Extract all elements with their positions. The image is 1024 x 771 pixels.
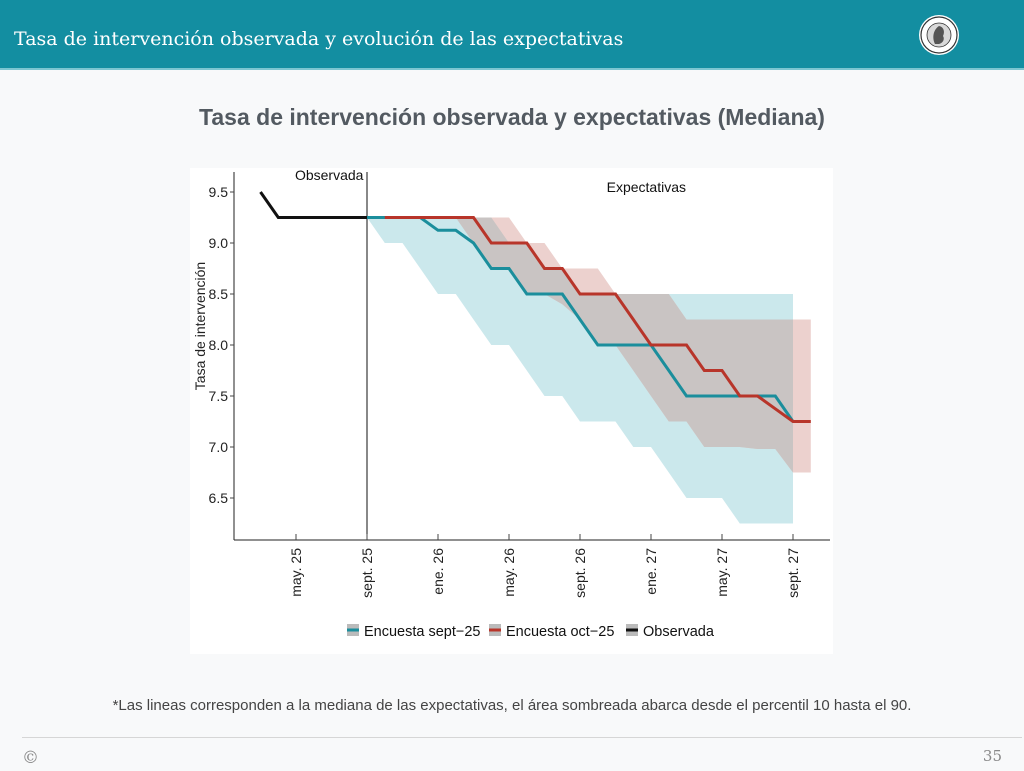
x-tick-label: sept. 26 [572, 548, 588, 598]
x-tick-label: may. 25 [288, 548, 304, 597]
legend-label: Observada [643, 624, 715, 640]
page-number: 35 [982, 747, 1002, 765]
x-tick-label: may. 26 [501, 548, 517, 597]
expectations-chart: 6.5 7.0 7.5 8.0 8.5 9.0 9.5 Tasa de intervenció… [192, 167, 830, 640]
annotation-observada: Observada [295, 168, 364, 183]
banco-de-la-republica-seal-icon [919, 15, 959, 55]
band-encuesta-sept-25 [367, 217, 793, 524]
y-tick-label: 9.5 [209, 184, 229, 200]
y-tick-label: 7.0 [209, 439, 229, 455]
legend-label: Encuesta oct−25 [506, 624, 614, 640]
y-axis-label: Tasa de intervención [192, 262, 208, 390]
y-tick-label: 8.0 [209, 337, 229, 353]
line-encuesta-sept-25 [367, 216, 795, 423]
header-bar: Tasa de intervención observada y evoluci… [0, 0, 1024, 70]
y-tick-label: 6.5 [209, 490, 229, 506]
legend-label: Encuesta sept−25 [364, 624, 481, 640]
x-tick-label: ene. 26 [430, 548, 446, 595]
header-title: Tasa de intervención observada y evoluci… [14, 28, 624, 50]
annotation-expectativas: Expectativas [607, 179, 686, 195]
y-tick-label: 7.5 [209, 388, 229, 404]
y-tick-label: 8.5 [209, 286, 229, 302]
line-observada [259, 191, 367, 219]
chart-container: 6.5 7.0 7.5 8.0 8.5 9.0 9.5 Tasa de intervenció… [190, 167, 833, 654]
y-tick-label: 9.0 [209, 235, 229, 251]
x-tick-label: sept. 25 [359, 548, 375, 598]
x-tick-label: sept. 27 [785, 548, 801, 598]
legend-swatch [489, 628, 501, 632]
legend-swatch [626, 628, 638, 632]
footnote: *Las lineas corresponden a la mediana de… [112, 697, 912, 714]
x-tick-label: ene. 27 [643, 548, 659, 595]
footer-divider [22, 737, 1022, 738]
line-encuesta-oct-25 [384, 216, 811, 423]
legend-swatch [347, 628, 359, 632]
copyright-icon: © [22, 748, 39, 768]
x-tick-label: may. 27 [714, 548, 730, 597]
chart-title: Tasa de intervención observada y expecta… [199, 104, 825, 130]
